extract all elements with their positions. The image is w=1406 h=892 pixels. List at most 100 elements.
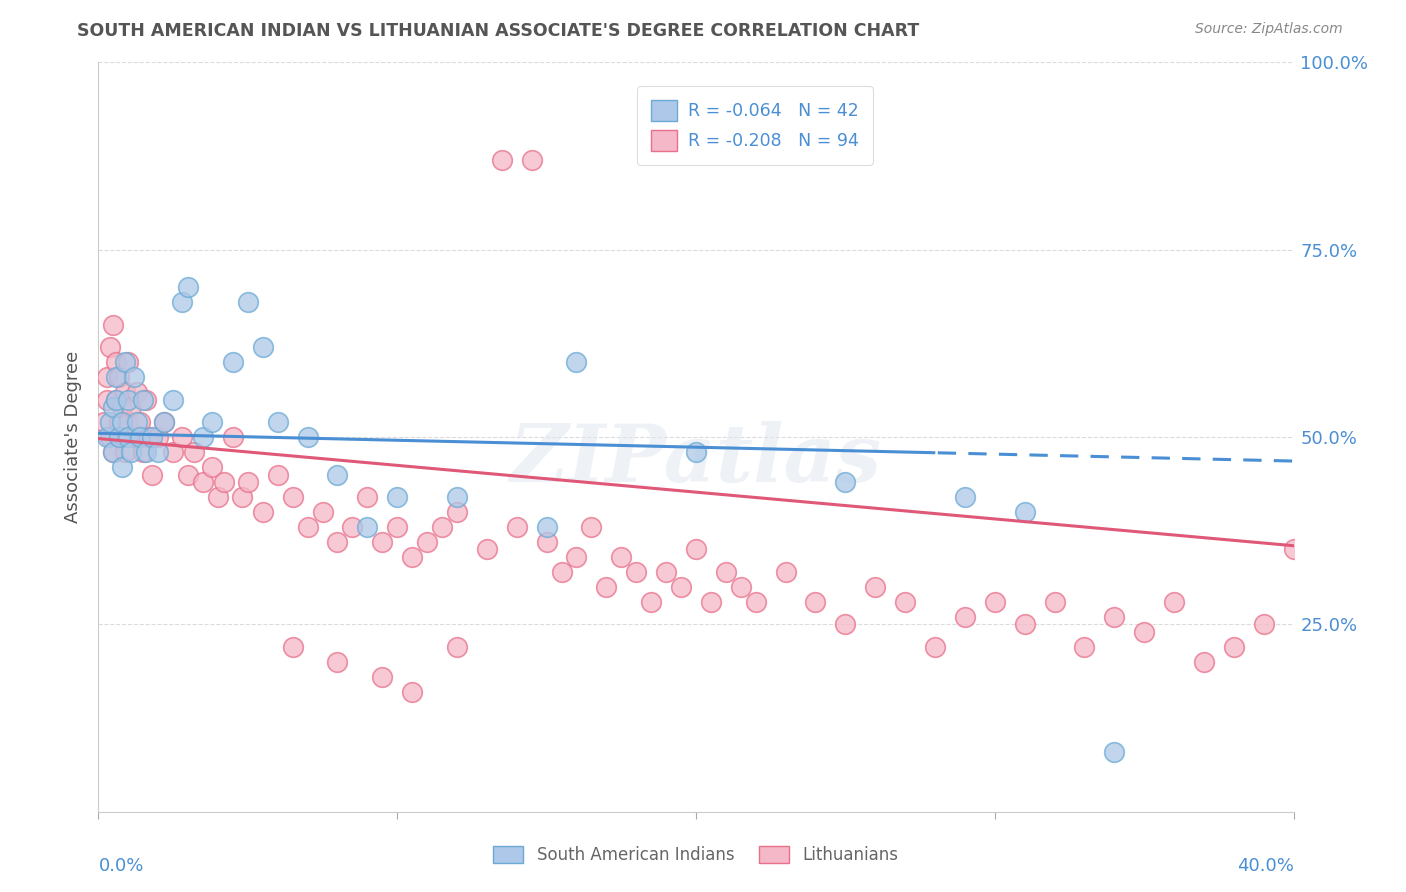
Point (114, 445, 136, 459)
Point (252, 505, 274, 519)
Text: 0.0%: 0.0% (98, 856, 143, 875)
Y-axis label: Associate's Degree: Associate's Degree (65, 351, 83, 524)
Point (565, 355, 588, 369)
Point (1014, 505, 1036, 519)
Point (114, 385, 136, 400)
Point (700, 595, 723, 609)
Point (96, 430, 118, 444)
Point (127, 415, 149, 429)
Point (581, 520, 603, 534)
Point (446, 490, 468, 504)
Point (669, 580, 692, 594)
Legend: South American Indians, Lithuanians: South American Indians, Lithuanians (486, 839, 905, 871)
Point (385, 490, 409, 504)
Point (984, 595, 1007, 609)
Point (506, 520, 529, 534)
Point (1073, 640, 1095, 654)
Point (745, 595, 768, 609)
Point (162, 445, 184, 459)
Point (1104, 745, 1126, 759)
Point (281, 490, 304, 504)
Text: ZIPatlas: ZIPatlas (510, 421, 882, 499)
Point (117, 415, 139, 429)
Point (685, 542, 707, 557)
Point (446, 505, 468, 519)
Point (491, 153, 513, 167)
Point (129, 415, 152, 429)
Point (103, 400, 125, 414)
Point (371, 670, 394, 684)
Point (105, 370, 128, 384)
Point (138, 430, 160, 444)
Point (212, 475, 235, 489)
Point (222, 355, 245, 369)
Point (108, 370, 131, 384)
Point (177, 280, 200, 294)
Point (108, 430, 131, 444)
Point (804, 595, 827, 609)
Point (135, 392, 157, 407)
Point (267, 415, 290, 429)
Point (120, 445, 142, 459)
Point (162, 392, 184, 407)
Point (297, 430, 319, 444)
Point (1253, 617, 1275, 632)
Point (520, 153, 543, 167)
Point (475, 542, 498, 557)
Point (953, 610, 976, 624)
Point (120, 400, 142, 414)
Point (416, 535, 439, 549)
Point (626, 565, 648, 579)
Point (1223, 640, 1246, 654)
Point (236, 295, 259, 310)
Point (201, 460, 224, 475)
Point (127, 385, 149, 400)
Text: Source: ZipAtlas.com: Source: ZipAtlas.com (1195, 22, 1343, 37)
Point (111, 460, 134, 475)
Point (98, 430, 122, 444)
Point (141, 467, 163, 482)
Point (98, 415, 122, 429)
Point (148, 430, 170, 444)
Point (111, 400, 134, 414)
Point (385, 520, 409, 534)
Point (640, 595, 662, 609)
Point (1104, 610, 1126, 624)
Point (93, 415, 115, 429)
Point (148, 445, 170, 459)
Point (207, 490, 229, 504)
Point (924, 640, 946, 654)
Point (356, 520, 378, 534)
Point (172, 430, 194, 444)
Point (231, 490, 253, 504)
Point (141, 430, 163, 444)
Point (236, 475, 259, 489)
Point (153, 415, 176, 429)
Point (326, 655, 349, 669)
Point (401, 549, 423, 564)
Point (834, 617, 856, 632)
Point (281, 640, 304, 654)
Point (1014, 617, 1036, 632)
Point (371, 535, 394, 549)
Text: 40.0%: 40.0% (1237, 856, 1294, 875)
Point (1133, 624, 1156, 639)
Point (117, 430, 139, 444)
Point (1043, 595, 1066, 609)
Point (172, 295, 194, 310)
Point (103, 445, 125, 459)
Point (894, 595, 917, 609)
Point (1282, 542, 1305, 557)
Point (177, 467, 200, 482)
Point (1163, 595, 1185, 609)
Point (105, 355, 128, 369)
Point (775, 565, 797, 579)
Point (252, 340, 274, 354)
Point (117, 355, 139, 369)
Point (565, 549, 588, 564)
Point (610, 549, 633, 564)
Point (536, 520, 558, 534)
Point (401, 685, 423, 699)
Point (108, 415, 131, 429)
Point (356, 490, 378, 504)
